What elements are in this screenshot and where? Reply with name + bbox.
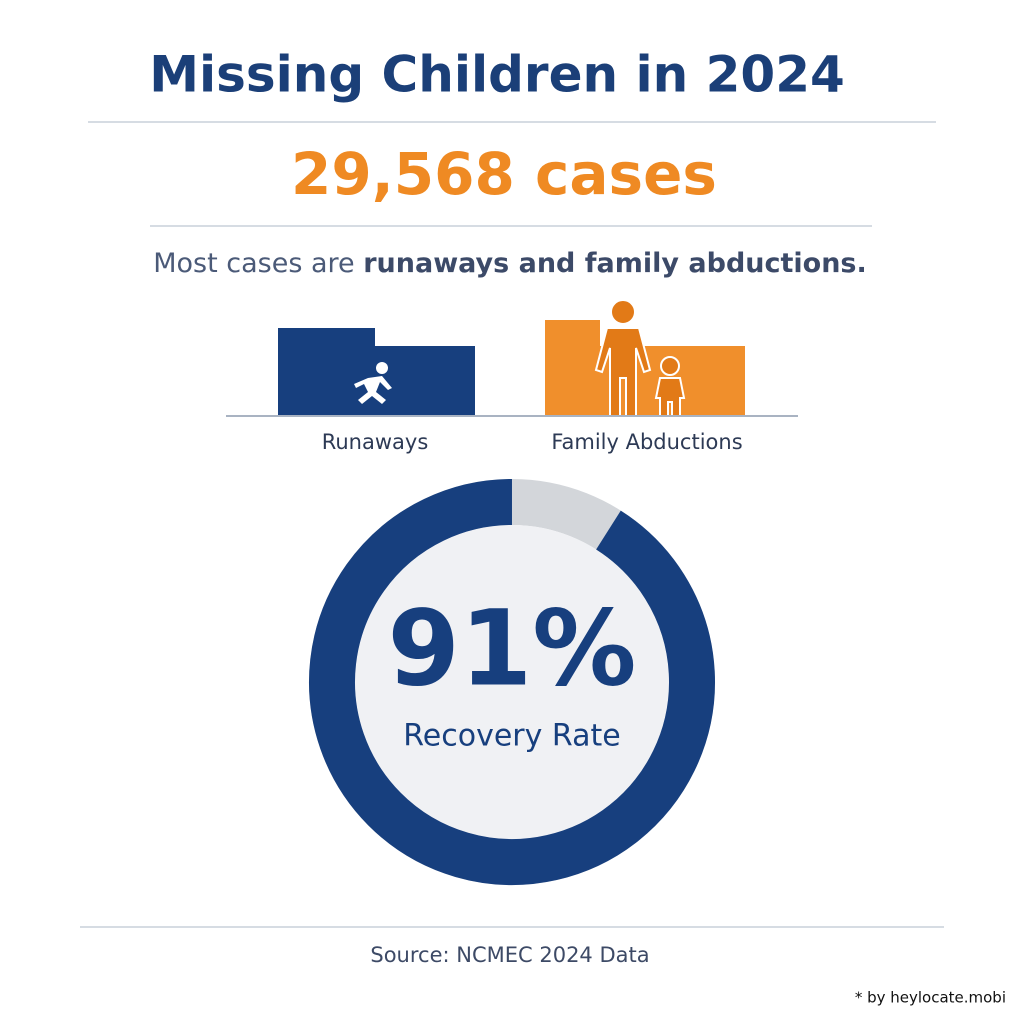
recovery-caption: Recovery Rate [403, 719, 620, 754]
subtitle: Most cases are runaways and family abduc… [153, 248, 867, 279]
donut-center [355, 525, 669, 839]
runner-icon [354, 362, 392, 404]
category-label: Runaways [322, 430, 429, 454]
subtitle-emphasis: runaways and family abductions. [363, 248, 867, 279]
recovery-value: 91% [388, 587, 637, 709]
credit: * by heylocate.mobi [855, 989, 1006, 1007]
category-label: Family Abductions [551, 430, 742, 454]
headline: 29,568 cases [291, 140, 717, 208]
title: Missing Children in 2024 [149, 46, 845, 104]
runaways-block [278, 328, 475, 416]
family-icon [594, 299, 686, 417]
recovery-arc [309, 479, 715, 885]
source: Source: NCMEC 2024 Data [370, 943, 649, 967]
subtitle-lead: Most cases are [153, 248, 363, 279]
